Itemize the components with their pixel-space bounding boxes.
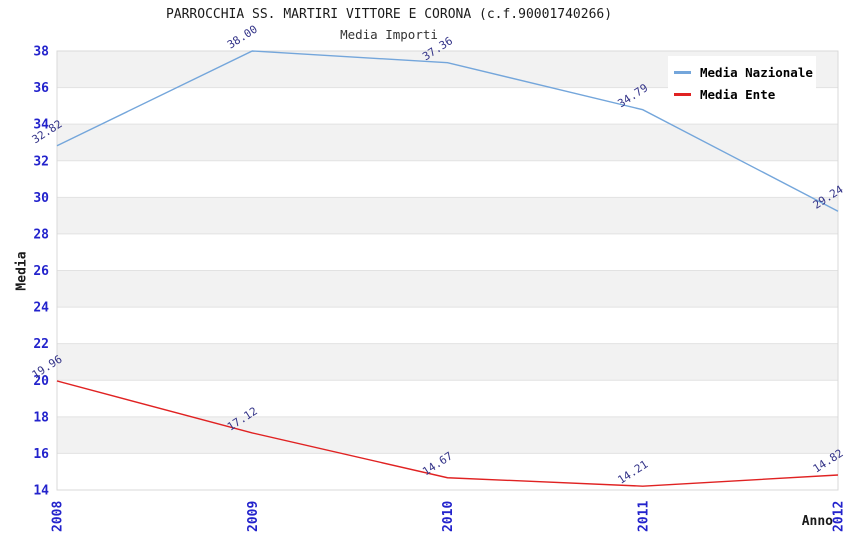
y-tick-label: 16	[33, 447, 49, 462]
band	[57, 197, 838, 234]
chart-title: PARROCCHIA SS. MARTIRI VITTORE E CORONA …	[165, 7, 613, 22]
x-tick-label: 2011	[636, 501, 651, 532]
y-tick-label: 28	[33, 227, 49, 242]
band	[57, 416, 838, 454]
y-tick-label: 18	[33, 410, 49, 425]
x-axis-label: Anno	[801, 514, 833, 529]
y-tick-label: 24	[33, 301, 49, 316]
legend-item: Media Nazionale	[674, 61, 813, 83]
y-tick-label: 30	[33, 191, 49, 206]
series-line-media-ente	[56, 380, 839, 487]
band	[57, 124, 838, 161]
y-tick-label: 38	[33, 45, 49, 60]
legend-line-swatch	[674, 92, 691, 96]
y-tick-label: 36	[33, 81, 49, 96]
y-tick-label: 14	[33, 484, 49, 499]
legend-label: Media Ente	[700, 86, 776, 102]
x-tick-label: 2010	[441, 501, 456, 532]
band	[57, 270, 838, 308]
y-axis-label: Media	[14, 251, 30, 291]
point-label: 14.21	[615, 458, 650, 487]
y-tick-label: 20	[33, 374, 49, 389]
y-tick-label: 26	[33, 264, 49, 279]
y-tick-label: 32	[33, 154, 49, 169]
point-label: 38.00	[225, 23, 260, 52]
series-line-media-nazionale	[56, 50, 839, 212]
legend-item: Media Ente	[674, 83, 810, 105]
legend-label: Media Nazionale	[700, 64, 813, 80]
x-tick-label: 2008	[51, 501, 66, 532]
chart-subtitle: Media Importi	[340, 27, 438, 42]
plot-border	[56, 50, 839, 491]
y-tick-label: 34	[33, 118, 49, 133]
legend-line-swatch	[674, 70, 691, 74]
x-tick-label: 2012	[832, 501, 847, 532]
band	[57, 343, 838, 381]
y-tick-label: 22	[33, 337, 49, 352]
legend: Media Nazionale Media Ente	[668, 56, 816, 110]
x-tick-label: 2009	[246, 501, 261, 532]
